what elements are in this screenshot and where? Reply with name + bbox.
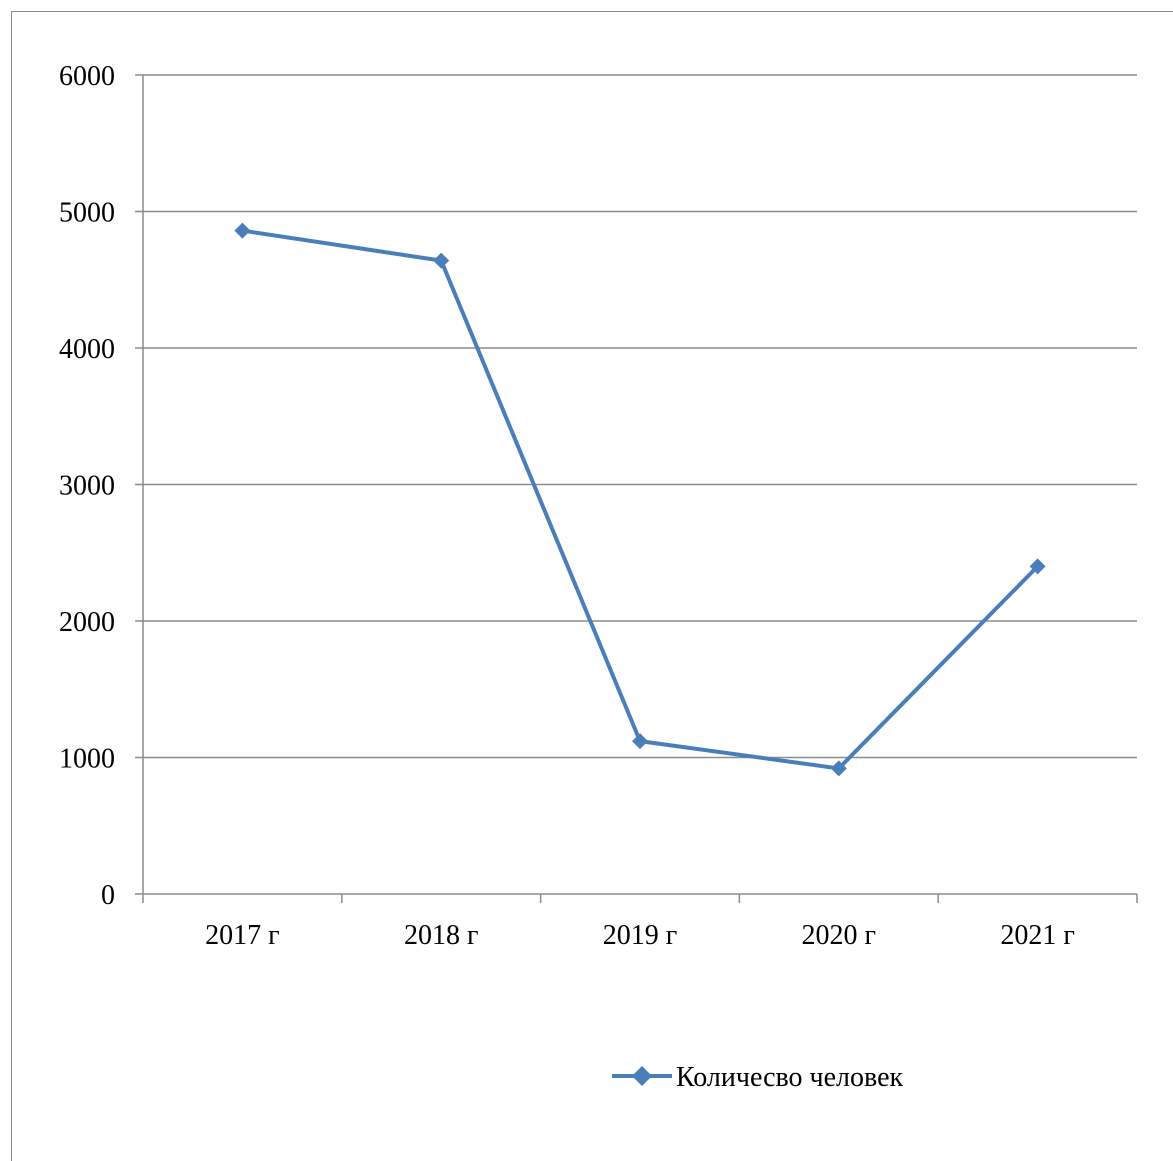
data-point-marker xyxy=(632,733,648,750)
data-point-marker xyxy=(830,760,847,777)
x-tick-label: 2020 г xyxy=(802,920,876,951)
legend-label: Количесво человек xyxy=(676,1062,904,1093)
gridlines xyxy=(143,74,1137,759)
y-tick-label: 3000 xyxy=(59,471,115,502)
y-tick-label: 1000 xyxy=(59,744,115,775)
x-axis-tick-labels: 2017 г 2018 г 2019 г 2020 г 2021 г xyxy=(205,920,1075,951)
y-tick-label: 4000 xyxy=(59,334,115,365)
data-point-marker xyxy=(433,252,450,269)
axes xyxy=(135,74,1138,903)
legend: Количесво человек xyxy=(612,1062,904,1093)
x-tick-label: 2018 г xyxy=(404,920,478,951)
x-tick-label: 2021 г xyxy=(1000,920,1074,951)
y-axis-tick-labels: 0 1000 2000 3000 4000 5000 6000 xyxy=(59,61,115,911)
y-tick-label: 0 xyxy=(101,880,115,911)
y-tick-label: 5000 xyxy=(59,198,115,229)
data-point-marker xyxy=(1029,558,1046,575)
y-tick-label: 2000 xyxy=(59,607,115,638)
legend-marker xyxy=(632,1066,652,1086)
y-tick-label: 6000 xyxy=(59,61,115,92)
chart-frame xyxy=(11,11,1173,1161)
series-line xyxy=(242,228,1040,771)
x-tick-label: 2019 г xyxy=(603,920,677,951)
data-point-marker xyxy=(234,222,251,239)
series xyxy=(234,222,1046,777)
x-tick-label: 2017 г xyxy=(205,920,279,951)
